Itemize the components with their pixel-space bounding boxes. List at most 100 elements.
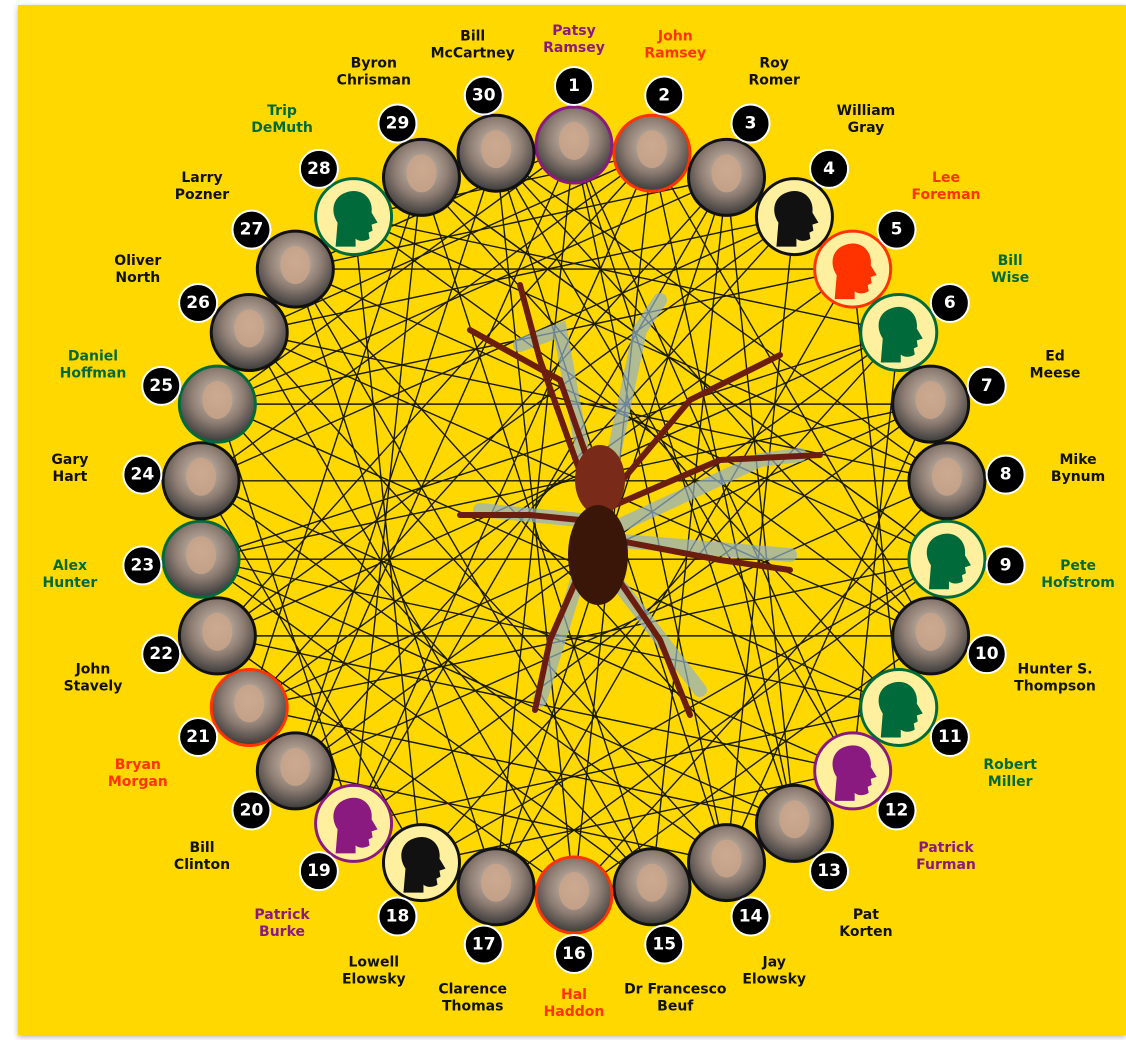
label-line: Wise <box>991 270 1029 286</box>
label-line: Patrick <box>254 907 310 923</box>
node-label: LarryPozner <box>175 170 229 203</box>
diagram: 1PatsyRamsey2JohnRamsey3RoyRomer4William… <box>0 0 1126 1040</box>
label-line: Oliver <box>114 253 161 269</box>
label-line: Hunter <box>43 575 98 591</box>
node-number: 2 <box>658 85 670 105</box>
label-line: Bynum <box>1051 469 1105 485</box>
node-number: 14 <box>739 906 763 926</box>
node-number: 11 <box>938 727 962 747</box>
label-line: Mike <box>1060 452 1097 468</box>
node-number: 28 <box>307 159 331 179</box>
node-label: Hunter S.Thompson <box>1014 661 1096 694</box>
label-line: Meese <box>1030 366 1081 382</box>
node-number: 12 <box>885 800 909 820</box>
label-line: Dr Francesco <box>624 982 727 998</box>
label-line: John <box>75 661 111 677</box>
face <box>932 458 962 496</box>
label-line: Thompson <box>1014 678 1096 694</box>
node-number: 15 <box>652 935 676 955</box>
node-number: 7 <box>981 376 993 396</box>
label-line: Ramsey <box>543 40 605 56</box>
label-line: Bill <box>998 253 1023 269</box>
face <box>916 613 946 651</box>
label-line: Byron <box>351 55 397 71</box>
label-line: Hoffman <box>60 366 127 382</box>
label-line: Pozner <box>175 187 229 203</box>
face <box>406 154 436 192</box>
node-number: 4 <box>823 159 835 179</box>
label-line: Larry <box>181 170 222 186</box>
face <box>712 154 742 192</box>
node-number: 24 <box>131 465 155 485</box>
face <box>186 458 216 496</box>
label-line: Patrick <box>918 840 974 856</box>
node-number: 10 <box>975 644 999 664</box>
page: 1PatsyRamsey2JohnRamsey3RoyRomer4William… <box>0 0 1126 1040</box>
face <box>234 685 264 723</box>
node-number: 9 <box>1000 555 1012 575</box>
label-line: Roy <box>759 55 789 71</box>
node-label: OliverNorth <box>114 253 161 286</box>
node-number: 22 <box>149 644 173 664</box>
face <box>186 536 216 574</box>
label-line: Gary <box>51 452 88 468</box>
node-number: 8 <box>1000 465 1012 485</box>
node-number: 13 <box>817 861 841 881</box>
node-label: DanielHoffman <box>60 349 127 382</box>
label-line: Lowell <box>349 955 400 971</box>
label-line: Clarence <box>438 982 507 998</box>
label-line: Patsy <box>552 23 595 39</box>
node-number: 17 <box>472 935 496 955</box>
node-number: 3 <box>745 114 757 134</box>
label-line: Haddon <box>544 1004 605 1020</box>
node-number: 18 <box>386 906 410 926</box>
node-number: 20 <box>240 800 264 820</box>
node-number: 30 <box>472 85 496 105</box>
node-label: RobertMiller <box>983 757 1037 790</box>
label-line: Bryan <box>115 757 161 773</box>
node-number: 29 <box>386 114 410 134</box>
face <box>637 864 667 902</box>
label-line: Stavely <box>64 678 123 694</box>
node-number: 6 <box>944 293 956 313</box>
node-number: 21 <box>186 727 210 747</box>
label-line: Lee <box>932 170 960 186</box>
label-line: Hunter S. <box>1018 661 1093 677</box>
face <box>916 381 946 419</box>
label-line: Elowsky <box>742 972 806 988</box>
node-number: 1 <box>568 76 580 96</box>
face <box>779 800 809 838</box>
face <box>234 310 264 348</box>
face <box>559 872 589 910</box>
face <box>202 613 232 651</box>
face <box>280 246 310 284</box>
label-line: Romer <box>748 72 799 88</box>
label-line: Hart <box>53 469 88 485</box>
node-label: BryanMorgan <box>108 757 168 790</box>
face <box>637 130 667 168</box>
label-line: Pat <box>853 907 879 923</box>
label-line: Clinton <box>174 857 230 873</box>
label-line: Miller <box>988 774 1033 790</box>
label-line: Alex <box>53 558 87 574</box>
node-number: 16 <box>562 944 586 964</box>
label-line: Bill <box>189 840 214 856</box>
label-line: Furman <box>916 857 976 873</box>
face <box>559 122 589 160</box>
label-line: John <box>657 28 693 44</box>
label-line: Jay <box>762 955 786 971</box>
node-number: 26 <box>186 293 210 313</box>
label-line: Trip <box>267 103 297 119</box>
label-line: Burke <box>259 924 305 940</box>
face <box>202 381 232 419</box>
label-line: Pete <box>1060 558 1096 574</box>
label-line: Thomas <box>442 999 504 1015</box>
label-line: Hal <box>561 987 587 1003</box>
label-line: Foreman <box>911 187 980 203</box>
label-line: DeMuth <box>251 120 313 136</box>
